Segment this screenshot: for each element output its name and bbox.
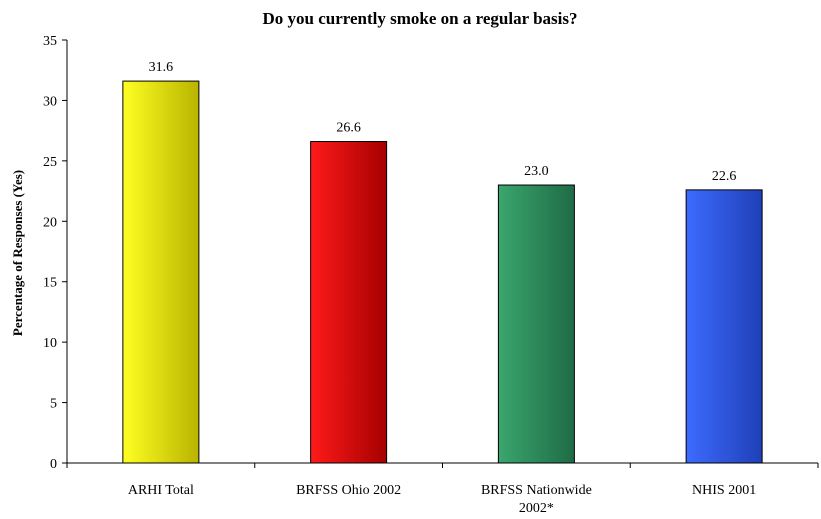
bar (497, 184, 575, 464)
y-axis-label: Percentage of Responses (Yes) (10, 170, 25, 336)
data-label: 26.6 (336, 121, 361, 136)
y-tick-label: 30 (43, 94, 57, 109)
bars (122, 80, 763, 464)
labels: 31.6 ARHI Total 26.6 BRFSS Ohio 2002 23.0 BRF… (128, 60, 756, 516)
y-tick-label: 15 (43, 276, 57, 291)
chart-title: Do you currently smoke on a regular basi… (263, 9, 578, 28)
x-category-label: BRFSS Nationwide 2002* (481, 483, 592, 516)
y-tick-label: 0 (50, 457, 57, 472)
y-tick-label: 20 (43, 215, 57, 230)
data-label: 22.6 (712, 169, 737, 184)
data-label: 23.0 (524, 164, 549, 179)
bar (685, 189, 763, 464)
x-category-label: NHIS 2001 (692, 483, 756, 498)
y-tick-label: 10 (43, 336, 57, 351)
x-category-label: BRFSS Ohio 2002 (296, 483, 401, 498)
bar (310, 141, 388, 464)
x-category-label: ARHI Total (128, 483, 194, 498)
y-tick-label: 5 (50, 397, 57, 412)
data-label: 31.6 (149, 60, 174, 75)
y-tick-label: 35 (43, 34, 57, 49)
y-tick-label: 25 (43, 155, 57, 170)
bar (122, 80, 200, 464)
